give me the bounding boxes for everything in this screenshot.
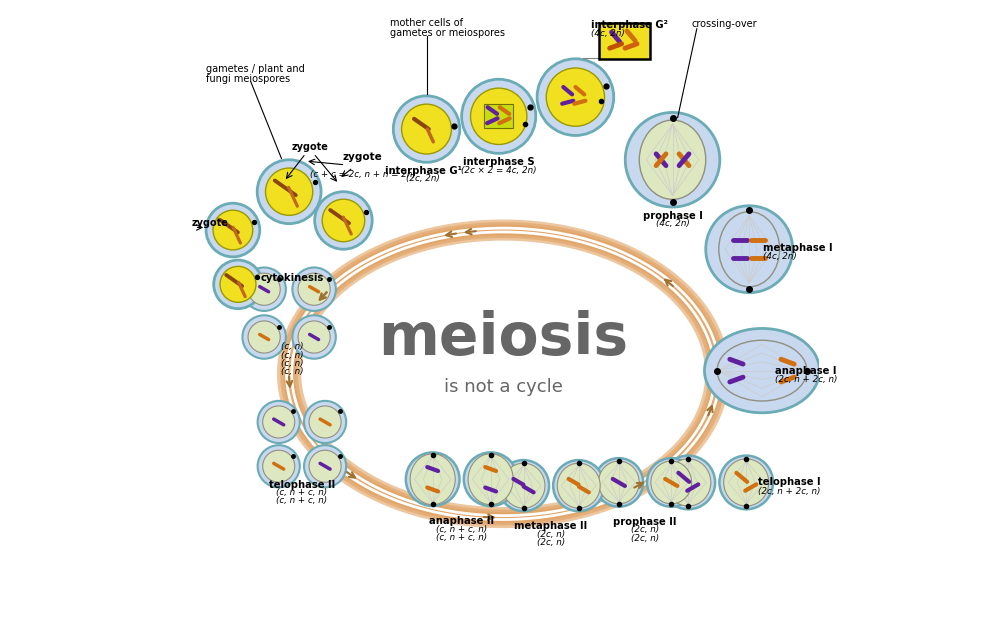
Text: (2c, n): (2c, n) (537, 538, 565, 547)
Circle shape (263, 406, 295, 438)
Ellipse shape (557, 463, 600, 508)
Circle shape (263, 450, 295, 482)
Text: cytokinesis: cytokinesis (261, 273, 324, 282)
Text: fungi meiospores: fungi meiospores (206, 73, 290, 84)
Circle shape (719, 456, 773, 509)
Circle shape (553, 460, 604, 511)
Ellipse shape (651, 461, 692, 504)
Ellipse shape (719, 212, 780, 287)
Circle shape (214, 260, 262, 309)
Circle shape (315, 192, 372, 249)
Text: gametes / plant and: gametes / plant and (206, 63, 305, 73)
Text: (2c, n): (2c, n) (537, 530, 565, 539)
Ellipse shape (724, 459, 769, 506)
Circle shape (257, 160, 321, 224)
Text: (c + c = 2c, n + n = 2n): (c + c = 2c, n + n = 2n) (310, 170, 415, 179)
Circle shape (265, 168, 313, 215)
Circle shape (258, 401, 300, 443)
Ellipse shape (598, 461, 639, 504)
Text: (c, n + c, n): (c, n + c, n) (436, 533, 487, 542)
Text: metaphase II: metaphase II (514, 521, 588, 532)
Text: prophase II: prophase II (613, 517, 677, 527)
Circle shape (258, 445, 300, 488)
Text: crossing-over: crossing-over (692, 19, 757, 29)
Polygon shape (310, 248, 697, 500)
Text: (4c, 2n): (4c, 2n) (763, 252, 797, 261)
Circle shape (393, 96, 460, 162)
Circle shape (206, 203, 260, 257)
Text: interphase G²: interphase G² (591, 20, 668, 31)
Text: meiosis: meiosis (378, 310, 628, 367)
Ellipse shape (410, 454, 455, 505)
Text: zygote: zygote (343, 151, 382, 162)
Circle shape (304, 445, 346, 488)
Circle shape (498, 460, 549, 511)
Text: (2c, 2n): (2c, 2n) (406, 174, 440, 183)
Text: (c, n + c, n): (c, n + c, n) (276, 497, 327, 505)
Text: (2c, n): (2c, n) (631, 534, 659, 543)
Circle shape (595, 458, 643, 507)
Text: telophase II: telophase II (269, 480, 335, 489)
FancyBboxPatch shape (484, 104, 513, 128)
Circle shape (464, 452, 517, 506)
Ellipse shape (639, 120, 706, 199)
Text: telophase I: telophase I (758, 477, 820, 488)
Text: (2c × 2 = 4c, 2n): (2c × 2 = 4c, 2n) (461, 166, 536, 174)
Circle shape (248, 273, 280, 305)
Circle shape (402, 104, 451, 154)
Ellipse shape (502, 463, 545, 508)
Text: (c, n + c, n): (c, n + c, n) (276, 488, 327, 497)
Circle shape (661, 456, 715, 509)
Text: (c, n): (c, n) (281, 359, 304, 368)
Text: is not a cycle: is not a cycle (444, 378, 563, 396)
Text: (c, n + c, n): (c, n + c, n) (436, 525, 487, 534)
Text: (2c, n + 2c, n): (2c, n + 2c, n) (758, 487, 820, 496)
Circle shape (304, 401, 346, 443)
Circle shape (647, 458, 696, 507)
Text: anaphase II: anaphase II (429, 516, 494, 527)
Circle shape (322, 199, 365, 242)
Text: (c, n): (c, n) (281, 367, 304, 376)
Circle shape (213, 210, 253, 250)
FancyBboxPatch shape (599, 23, 650, 59)
Text: (4c, 2n): (4c, 2n) (591, 29, 625, 38)
Ellipse shape (717, 340, 807, 401)
Text: mother cells of: mother cells of (390, 17, 463, 27)
Circle shape (406, 452, 460, 506)
Circle shape (248, 321, 280, 353)
Circle shape (242, 315, 286, 358)
Circle shape (706, 206, 793, 293)
Text: interphase G¹: interphase G¹ (385, 166, 462, 176)
Circle shape (309, 450, 341, 482)
Text: (4c, 2n): (4c, 2n) (656, 219, 689, 228)
Ellipse shape (468, 454, 513, 505)
Text: (c, n): (c, n) (281, 351, 304, 360)
Ellipse shape (704, 328, 819, 413)
Text: zygote: zygote (192, 218, 229, 228)
Circle shape (220, 266, 256, 302)
Text: (c, n): (c, n) (281, 343, 304, 351)
Text: gametes or meiospores: gametes or meiospores (390, 27, 505, 38)
Circle shape (242, 268, 286, 311)
Text: zygote: zygote (291, 142, 328, 152)
Ellipse shape (666, 459, 711, 506)
Circle shape (292, 315, 336, 358)
Text: (2c, n + 2c, n): (2c, n + 2c, n) (775, 375, 837, 384)
Circle shape (546, 68, 605, 127)
Circle shape (292, 268, 336, 311)
Text: interphase S: interphase S (463, 157, 535, 167)
Circle shape (462, 79, 536, 153)
Text: prophase I: prophase I (643, 211, 702, 221)
Text: (2c, n): (2c, n) (631, 525, 659, 534)
Text: metaphase I: metaphase I (763, 243, 833, 253)
Text: anaphase I: anaphase I (775, 366, 836, 376)
Circle shape (309, 406, 341, 438)
Circle shape (471, 88, 527, 144)
Circle shape (298, 321, 330, 353)
Circle shape (298, 273, 330, 305)
Circle shape (537, 59, 614, 135)
Circle shape (625, 112, 720, 207)
